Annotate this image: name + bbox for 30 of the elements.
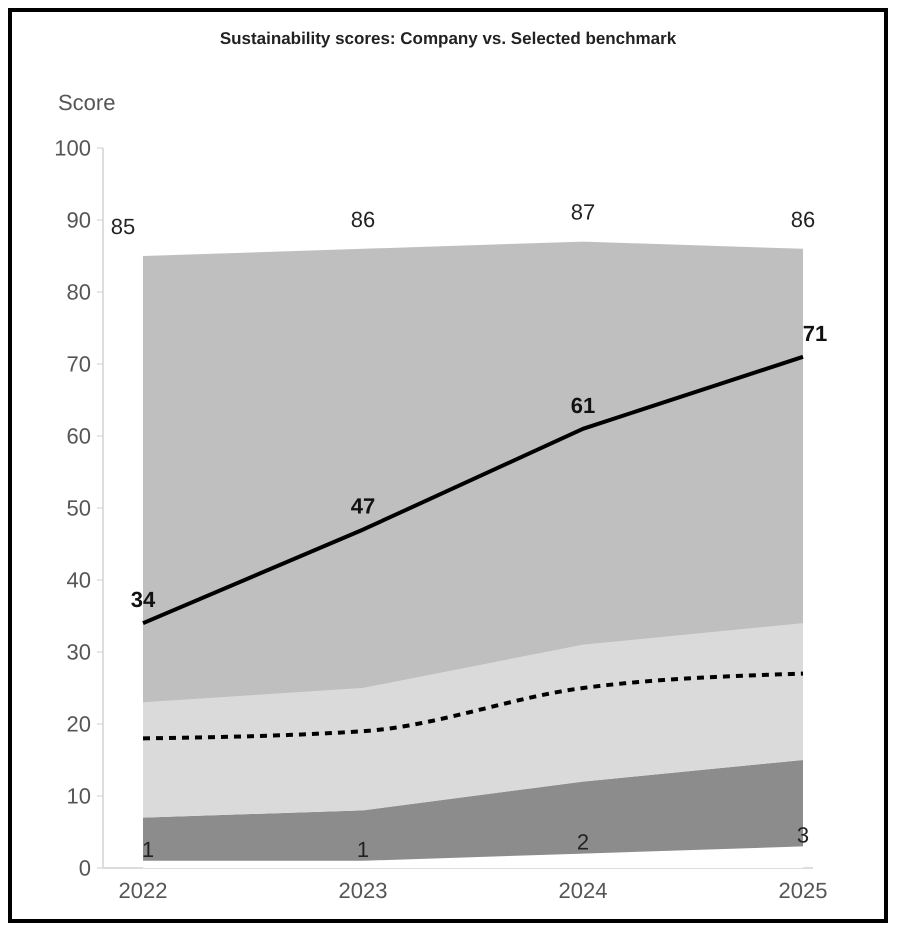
y-tick-label: 10 [66,784,91,809]
data-label: 2 [576,830,590,855]
data-label: 1 [356,836,370,862]
y-tick-label: 40 [66,568,91,593]
x-tick-label: 2023 [338,878,388,903]
total-label: 87 [570,200,596,225]
y-tick-label: 30 [66,640,91,665]
data-label: 61 [570,392,596,418]
y-tick-label: 70 [66,352,91,377]
y-tick-label: 80 [66,280,91,305]
data-label: 1 [142,836,154,862]
y-tick-label: 20 [66,712,91,737]
data-label: 3 [796,822,810,848]
y-tick-label: 90 [66,208,91,233]
x-tick-label: 2025 [778,878,828,903]
y-tick-label: 0 [78,856,91,881]
line-series [141,672,805,740]
x-tick-label: 2024 [558,878,608,903]
chart-title: Sustainability scores: Company vs. Selected benchmark [220,29,677,48]
data-label: 47 [350,494,376,519]
y-tick-label: 60 [66,424,91,449]
total-label: 85 [110,214,136,239]
x-tick-label: 2022 [118,878,168,903]
data-label: 34 [130,587,156,612]
total-label: 86 [350,206,376,232]
y-tick-label: 100 [54,136,91,161]
y-tick-label: 50 [66,496,91,521]
data-label: 71 [802,320,828,346]
y-axis-title: Score [58,90,116,115]
total-label: 86 [790,206,816,232]
